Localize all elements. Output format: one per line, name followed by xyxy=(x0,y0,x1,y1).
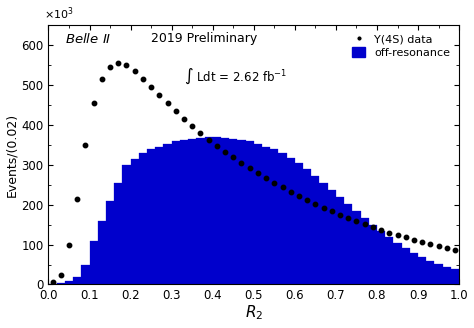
Bar xyxy=(352,211,361,284)
Line: Y(4S) data: Y(4S) data xyxy=(50,60,474,285)
Bar xyxy=(303,169,311,284)
Bar xyxy=(336,197,344,284)
X-axis label: $R_2$: $R_2$ xyxy=(245,304,263,322)
Bar xyxy=(114,183,122,284)
Y(4S) data xyxy=(214,144,219,148)
Bar xyxy=(435,264,443,284)
Text: $\bf{\it{Belle\ II}}$: $\bf{\it{Belle\ II}}$ xyxy=(65,32,111,47)
Bar xyxy=(237,140,246,284)
Bar xyxy=(180,140,188,284)
Bar xyxy=(426,261,435,284)
Bar xyxy=(410,253,418,284)
Bar xyxy=(418,257,426,284)
Bar xyxy=(385,237,393,284)
Bar xyxy=(254,144,262,284)
Bar xyxy=(172,141,180,284)
Bar xyxy=(204,137,213,284)
Bar xyxy=(451,269,459,284)
Text: $\int$ Ldt = 2.62 fb$^{-1}$: $\int$ Ldt = 2.62 fb$^{-1}$ xyxy=(184,66,287,86)
Bar xyxy=(295,163,303,284)
Bar xyxy=(262,147,270,284)
Bar xyxy=(90,240,98,284)
Y(4S) data xyxy=(247,166,253,170)
Bar xyxy=(82,264,90,284)
Bar xyxy=(246,141,254,284)
Bar xyxy=(188,139,196,284)
Bar xyxy=(122,165,130,284)
Bar xyxy=(311,176,319,284)
Bar xyxy=(196,138,204,284)
Text: $\times10^3$: $\times10^3$ xyxy=(45,6,74,22)
Bar xyxy=(319,183,328,284)
Bar xyxy=(155,147,164,284)
Bar xyxy=(164,144,172,284)
Bar xyxy=(278,154,287,284)
Bar xyxy=(106,200,114,284)
Bar xyxy=(344,204,352,284)
Y-axis label: Events/(0.02): Events/(0.02) xyxy=(6,113,18,197)
Bar xyxy=(459,272,467,284)
Bar xyxy=(213,137,221,284)
Bar xyxy=(73,277,82,284)
Bar xyxy=(147,149,155,284)
Bar xyxy=(287,158,295,284)
Bar xyxy=(393,243,401,284)
Text: 2019 Preliminary: 2019 Preliminary xyxy=(151,32,257,46)
Bar xyxy=(98,220,106,284)
Bar xyxy=(130,158,139,284)
Bar xyxy=(328,190,336,284)
Y(4S) data xyxy=(115,61,121,65)
Bar xyxy=(467,274,474,284)
Bar xyxy=(401,248,410,284)
Bar xyxy=(361,218,369,284)
Bar xyxy=(229,139,237,284)
Legend: Y(4S) data, off-resonance: Y(4S) data, off-resonance xyxy=(349,30,454,61)
Bar xyxy=(270,149,278,284)
Bar xyxy=(139,154,147,284)
Bar xyxy=(377,231,385,284)
Bar xyxy=(369,225,377,284)
Bar xyxy=(221,138,229,284)
Bar xyxy=(443,267,451,284)
Y(4S) data xyxy=(50,280,55,284)
Bar xyxy=(65,281,73,284)
Bar xyxy=(57,283,65,284)
